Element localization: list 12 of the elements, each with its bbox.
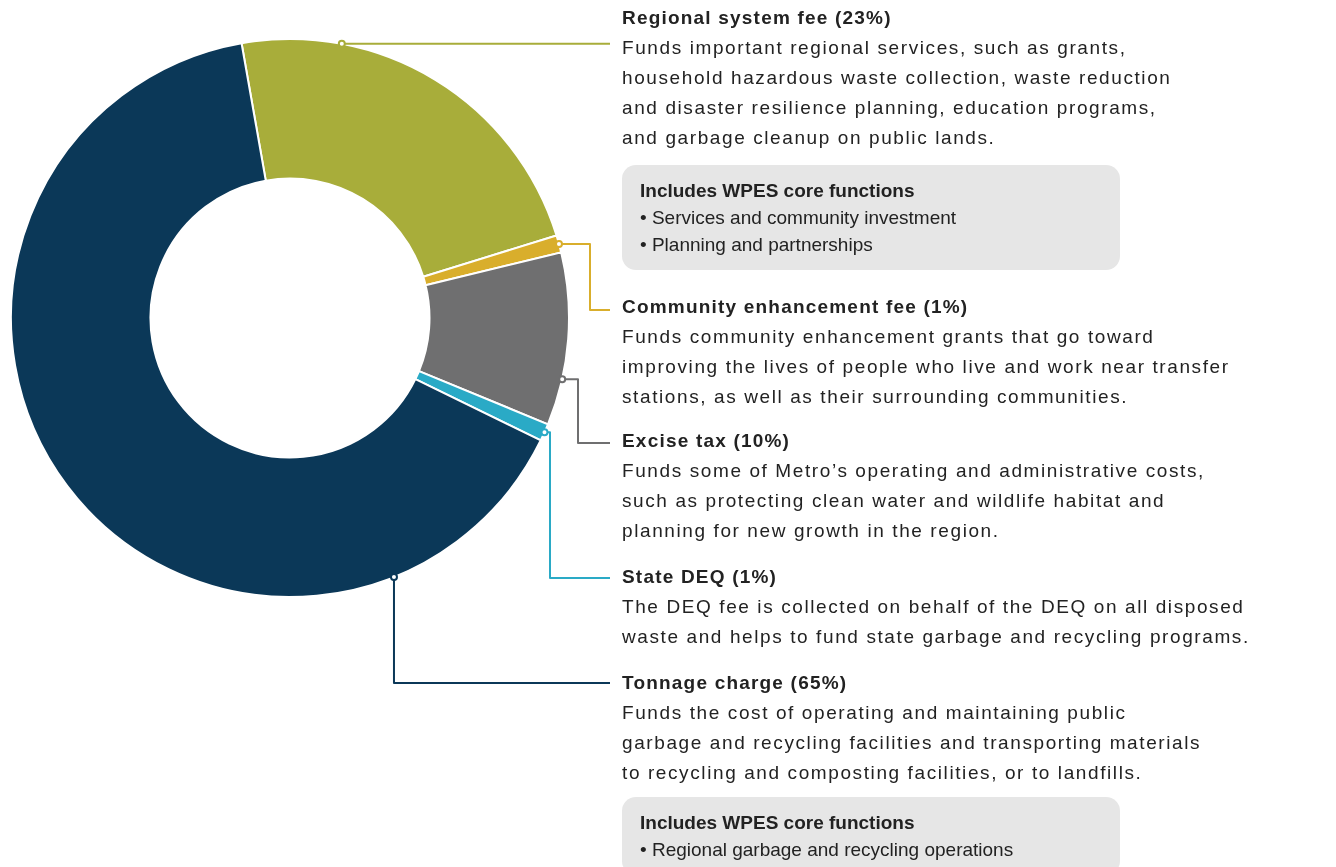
text: Funds some of Metro’s operating and administrative costs, such as protecting clean water and wildlife habitat and planning for new growth in the region.	[622, 459, 1205, 543]
text: Includes WPES core functions • Regional garbage and recycling operations	[640, 811, 1015, 862]
text: Funds important regional services, such as grants, household hazardous waste collection, waste reduction and disaster resilience planning, education programs, and garbage cleanup on public lands.	[622, 36, 1172, 150]
text: Funds community enhancement grants that go toward improving the lives of people who live and work near transfer stations, as well as their surrounding communities.	[622, 325, 1230, 409]
text: Includes WPES core functions • Services and community investment • Planning and partnerships	[640, 179, 958, 257]
slice-label: Community enhancement fee (1%)	[622, 295, 970, 319]
text: Funds the cost of operating and maintaining public garbage and recycling facilities and transporting materials to recycling and composting facilities, or to landfills.	[622, 701, 1202, 785]
slice-label: Tonnage charge (65%)	[622, 671, 849, 695]
slice-label: State DEQ (1%)	[622, 565, 779, 589]
slice-label: Excise tax (10%)	[622, 429, 792, 453]
slice-label: Regional system fee (23%)	[622, 6, 893, 30]
text: The DEQ fee is collected on behalf of the DEQ on all disposed waste and helps to fund state garbage and recycling programs.	[622, 595, 1250, 649]
